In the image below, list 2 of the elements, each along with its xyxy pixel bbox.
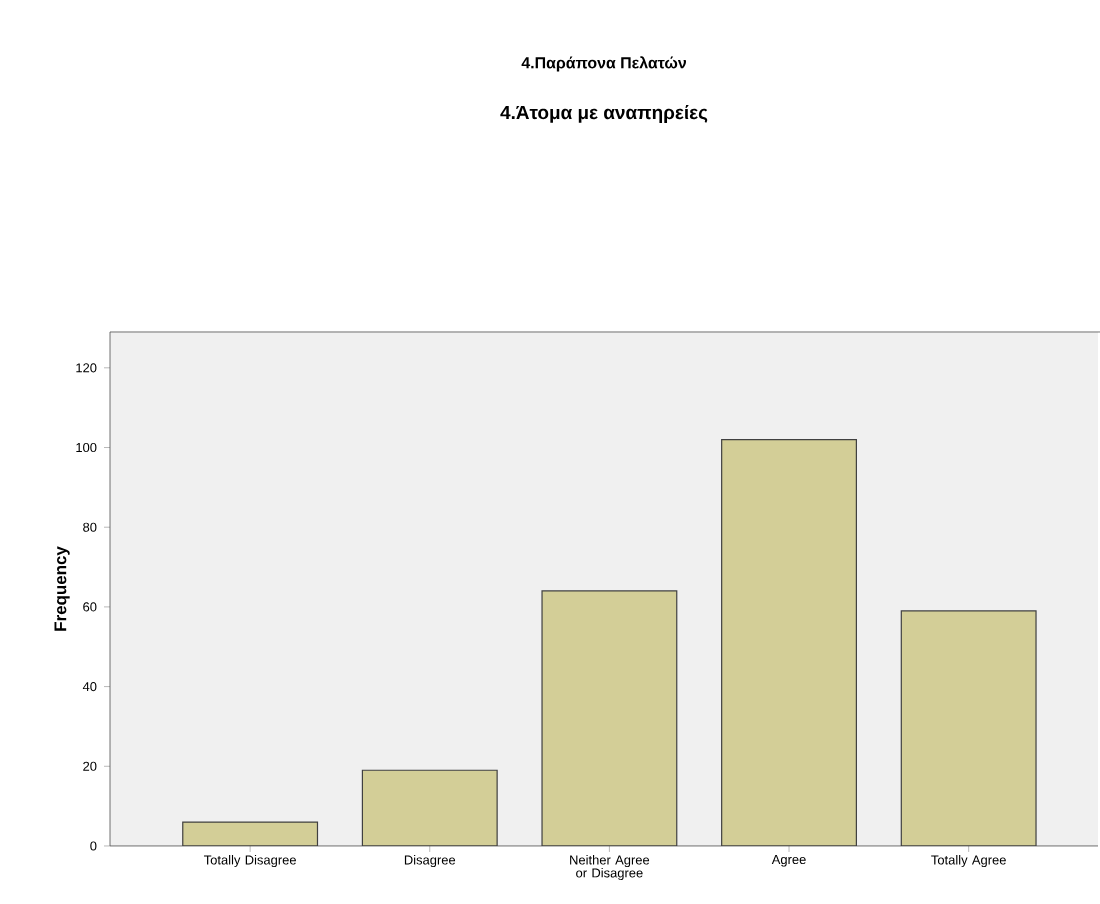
chart-subtitle: 4.Άτομα με αναπηρείες bbox=[500, 105, 708, 123]
y-axis-title: Frequency bbox=[54, 546, 70, 631]
